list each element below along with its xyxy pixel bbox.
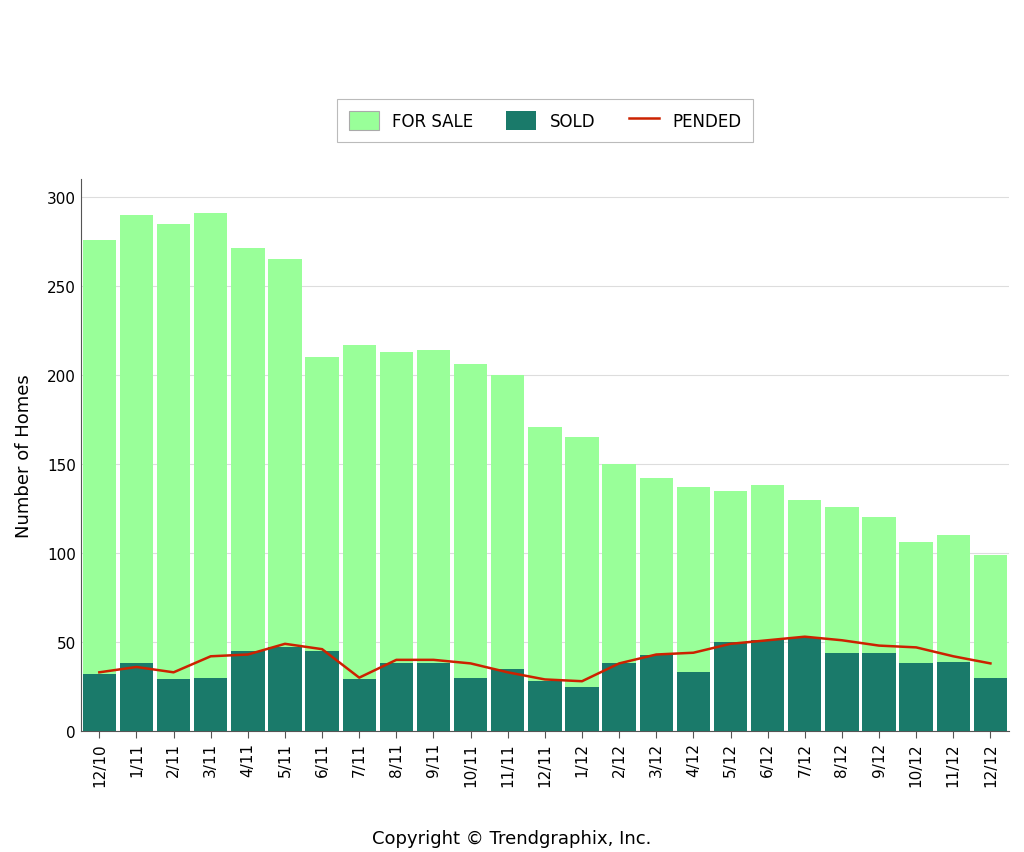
Bar [937, 536, 970, 731]
Bar [677, 487, 710, 731]
Bar [862, 518, 896, 731]
Bar [751, 486, 784, 731]
Bar [157, 680, 190, 731]
Bar [825, 507, 858, 731]
Bar [602, 664, 636, 731]
Bar [751, 641, 784, 731]
Bar [194, 678, 227, 731]
Bar [268, 260, 302, 731]
Bar [862, 653, 896, 731]
Bar [305, 651, 339, 731]
Bar [83, 240, 116, 731]
Bar [788, 639, 821, 731]
Bar [231, 249, 264, 731]
Bar [677, 672, 710, 731]
Bar [157, 224, 190, 731]
Bar [899, 543, 933, 731]
Bar [825, 653, 858, 731]
Bar [640, 654, 673, 731]
Bar [974, 556, 1008, 731]
Bar [714, 491, 748, 731]
Bar [528, 427, 561, 731]
Bar [788, 500, 821, 731]
Legend: FOR SALE, SOLD, PENDED: FOR SALE, SOLD, PENDED [337, 100, 753, 142]
Bar [937, 662, 970, 731]
Bar [417, 350, 451, 731]
Bar [974, 678, 1008, 731]
Bar [714, 642, 748, 731]
Bar [492, 669, 524, 731]
Bar [602, 464, 636, 731]
Bar [417, 664, 451, 731]
Text: Copyright © Trendgraphix, Inc.: Copyright © Trendgraphix, Inc. [373, 830, 651, 848]
Bar [380, 664, 413, 731]
Bar [492, 376, 524, 731]
Bar [120, 216, 154, 731]
Bar [305, 358, 339, 731]
Bar [899, 664, 933, 731]
Bar [194, 214, 227, 731]
Bar [528, 682, 561, 731]
Bar [231, 651, 264, 731]
Bar [640, 479, 673, 731]
Bar [342, 345, 376, 731]
Bar [565, 438, 599, 731]
Bar [83, 674, 116, 731]
Bar [120, 664, 154, 731]
Bar [565, 687, 599, 731]
Bar [268, 648, 302, 731]
Bar [454, 678, 487, 731]
Bar [342, 680, 376, 731]
Y-axis label: Number of Homes: Number of Homes [15, 374, 33, 538]
Bar [454, 365, 487, 731]
Bar [380, 353, 413, 731]
